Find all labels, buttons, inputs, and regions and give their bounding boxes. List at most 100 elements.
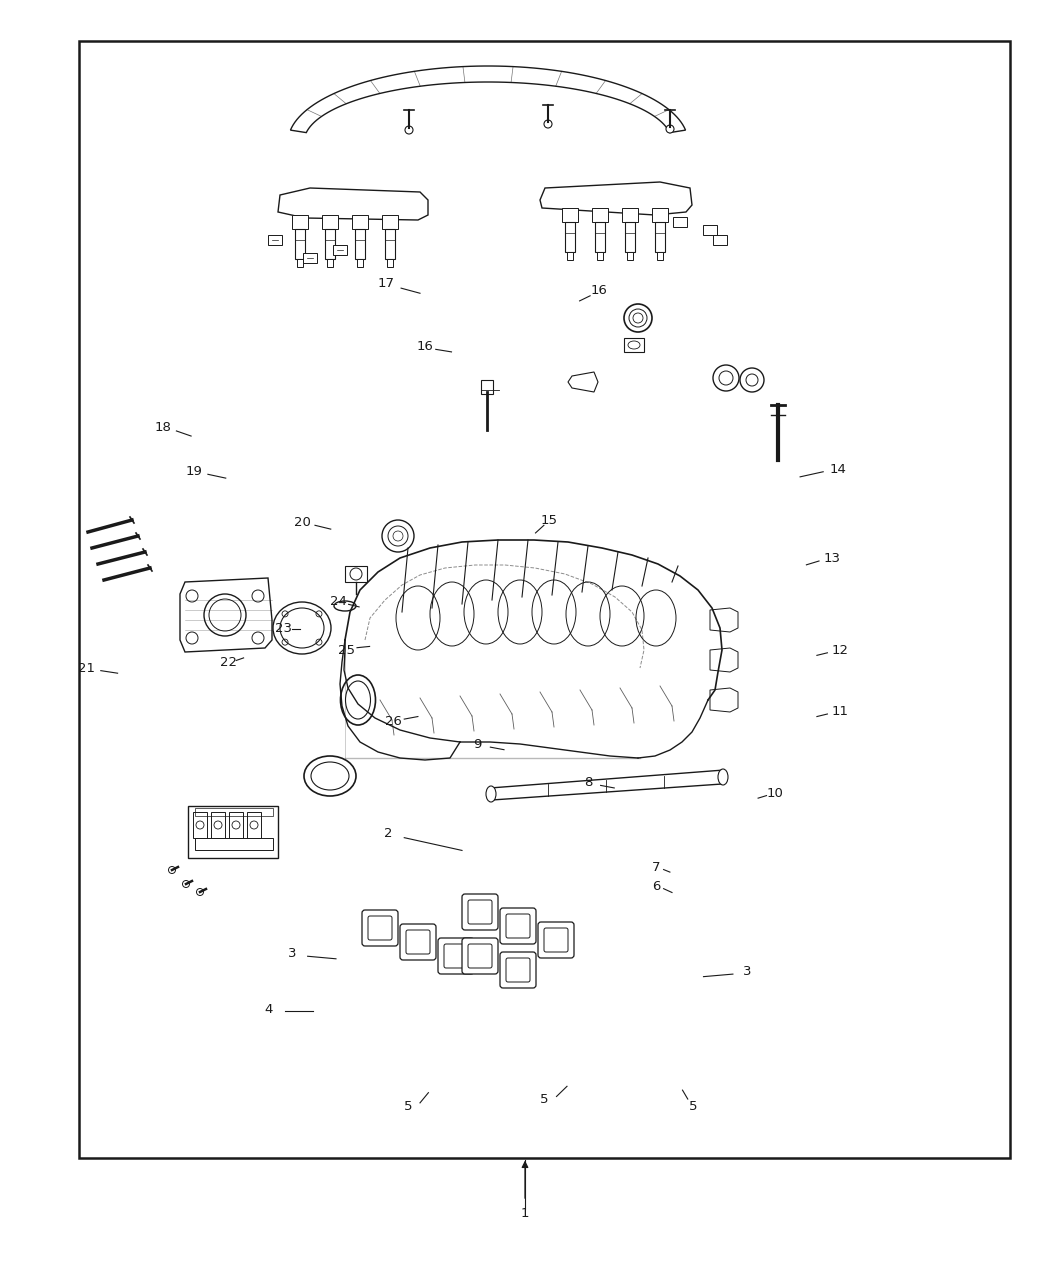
Text: 16: 16 (590, 284, 607, 297)
Circle shape (382, 520, 414, 552)
Text: 3: 3 (743, 965, 752, 978)
Text: 1: 1 (521, 1207, 529, 1220)
Text: 22: 22 (220, 657, 237, 669)
Text: 17: 17 (378, 277, 395, 289)
Circle shape (713, 365, 739, 391)
Bar (195, 838, 273, 850)
Text: 23: 23 (275, 622, 292, 635)
Bar (655, 222, 665, 252)
Ellipse shape (718, 769, 728, 785)
Polygon shape (180, 578, 272, 652)
Ellipse shape (486, 785, 496, 802)
Bar (193, 812, 207, 838)
Circle shape (624, 303, 652, 332)
FancyBboxPatch shape (500, 908, 536, 944)
FancyBboxPatch shape (500, 952, 536, 988)
Bar (247, 812, 261, 838)
Polygon shape (278, 187, 428, 221)
Text: 7: 7 (652, 861, 660, 873)
Bar (385, 230, 395, 259)
Text: 5: 5 (689, 1100, 697, 1113)
Bar (326, 230, 335, 259)
Bar (268, 235, 282, 245)
Bar (322, 215, 338, 230)
Bar (229, 812, 243, 838)
Text: 5: 5 (404, 1100, 413, 1113)
Circle shape (186, 632, 198, 644)
Bar (625, 222, 635, 252)
Text: 20: 20 (294, 516, 311, 529)
Circle shape (168, 867, 175, 873)
Circle shape (544, 120, 552, 128)
Text: 14: 14 (830, 463, 846, 476)
Text: 24: 24 (330, 595, 346, 608)
Bar (295, 230, 304, 259)
Bar (622, 208, 638, 222)
FancyBboxPatch shape (462, 938, 498, 974)
Polygon shape (490, 770, 724, 799)
Text: 5: 5 (540, 1093, 548, 1105)
Bar (357, 259, 363, 266)
Polygon shape (568, 372, 598, 391)
Text: 26: 26 (385, 715, 402, 728)
Text: 13: 13 (823, 552, 840, 565)
Polygon shape (710, 688, 738, 711)
Bar (355, 230, 365, 259)
Bar (195, 808, 273, 816)
Text: 12: 12 (832, 644, 848, 657)
Bar (673, 217, 687, 227)
Bar (657, 252, 663, 260)
Circle shape (252, 590, 264, 602)
FancyBboxPatch shape (462, 894, 498, 929)
Bar (652, 208, 668, 222)
FancyBboxPatch shape (362, 910, 398, 946)
Circle shape (196, 889, 204, 895)
Polygon shape (710, 648, 738, 672)
Text: 4: 4 (265, 1003, 273, 1016)
Bar (597, 252, 603, 260)
FancyBboxPatch shape (400, 924, 436, 960)
Polygon shape (291, 66, 686, 133)
Circle shape (252, 632, 264, 644)
Text: 19: 19 (186, 465, 203, 478)
Bar (592, 208, 608, 222)
Polygon shape (710, 608, 738, 632)
Bar (333, 245, 347, 255)
Bar (188, 806, 278, 858)
Text: 25: 25 (338, 644, 355, 657)
Text: 9: 9 (474, 738, 482, 751)
Bar (345, 566, 367, 581)
Text: 16: 16 (417, 340, 434, 353)
Bar (627, 252, 633, 260)
Polygon shape (540, 182, 692, 215)
Bar (79, 41, 1010, 1158)
Text: 10: 10 (766, 787, 783, 799)
Bar (352, 215, 367, 230)
Bar (624, 338, 644, 352)
Bar (565, 222, 575, 252)
Text: 6: 6 (652, 880, 660, 892)
Circle shape (186, 590, 198, 602)
Bar (595, 222, 605, 252)
Bar (481, 380, 494, 394)
Bar (387, 259, 393, 266)
Bar (327, 259, 333, 266)
Circle shape (183, 881, 189, 887)
Bar (303, 252, 317, 263)
Text: 21: 21 (78, 662, 94, 674)
Bar (382, 215, 398, 230)
Text: 11: 11 (832, 705, 848, 718)
Circle shape (666, 125, 674, 133)
Text: 15: 15 (541, 514, 558, 527)
Bar (297, 259, 303, 266)
Bar (562, 208, 578, 222)
Bar (567, 252, 573, 260)
Bar (211, 812, 225, 838)
FancyBboxPatch shape (538, 922, 574, 958)
Bar (713, 235, 727, 245)
Text: 2: 2 (384, 827, 393, 840)
FancyBboxPatch shape (438, 938, 474, 974)
Text: 8: 8 (584, 776, 592, 789)
Circle shape (740, 368, 764, 391)
Text: 18: 18 (154, 421, 171, 434)
